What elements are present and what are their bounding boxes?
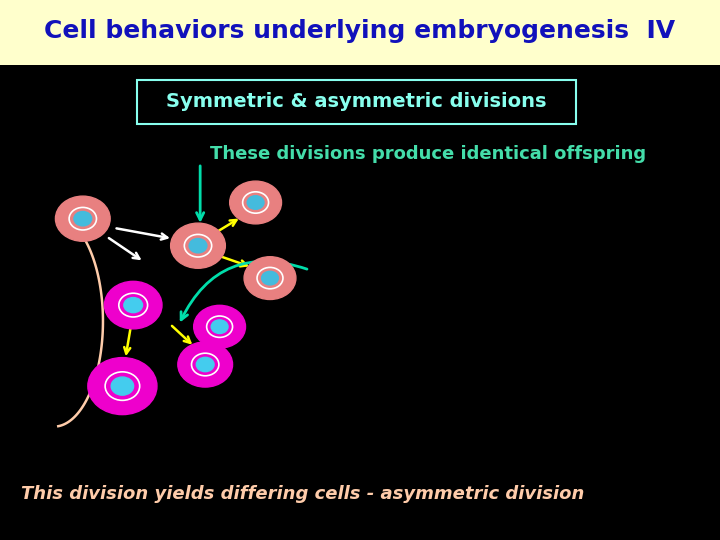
Ellipse shape — [74, 212, 91, 226]
Text: These divisions produce identical offspring: These divisions produce identical offspr… — [210, 145, 647, 163]
Text: Cell behaviors underlying embryogenesis  IV: Cell behaviors underlying embryogenesis … — [45, 19, 675, 43]
FancyBboxPatch shape — [0, 0, 720, 65]
Ellipse shape — [244, 256, 296, 300]
Text: Symmetric & asymmetric divisions: Symmetric & asymmetric divisions — [166, 92, 546, 111]
FancyBboxPatch shape — [137, 80, 576, 124]
Ellipse shape — [197, 357, 214, 372]
Ellipse shape — [104, 281, 162, 329]
Ellipse shape — [55, 196, 110, 241]
Text: This division yields differing cells - asymmetric division: This division yields differing cells - a… — [21, 485, 584, 503]
Ellipse shape — [194, 305, 246, 348]
Ellipse shape — [88, 357, 157, 415]
Ellipse shape — [211, 320, 228, 334]
Ellipse shape — [247, 195, 264, 210]
Ellipse shape — [189, 239, 207, 253]
Ellipse shape — [171, 223, 225, 268]
Ellipse shape — [111, 377, 134, 395]
Ellipse shape — [178, 342, 233, 387]
Ellipse shape — [124, 298, 143, 313]
Ellipse shape — [230, 181, 282, 224]
Ellipse shape — [261, 271, 279, 285]
